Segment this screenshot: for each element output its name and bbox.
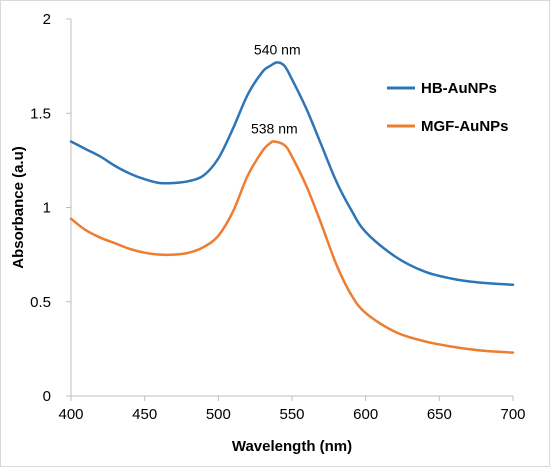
y-tick-label: 2	[43, 11, 51, 28]
series-line-hb-aunps	[69, 61, 515, 287]
x-axis-title: Wavelength (nm)	[232, 438, 352, 455]
y-tick-label: 0.5	[30, 294, 51, 311]
legend: HB-AuNPs MGF-AuNPs	[387, 80, 509, 135]
series-lines	[69, 61, 515, 354]
x-tick-label: 550	[279, 406, 304, 423]
y-tick-label: 1.5	[30, 105, 51, 122]
x-tick-label: 650	[427, 406, 452, 423]
x-tick-label: 450	[132, 406, 157, 423]
peak-annotation: 538 nm	[251, 121, 298, 137]
y-tick-label: 0	[43, 388, 51, 405]
x-tick-label: 500	[206, 406, 231, 423]
x-tick-label: 400	[58, 406, 83, 423]
y-tick-label: 1	[43, 200, 51, 217]
peak-annotation: 540 nm	[254, 41, 301, 57]
legend-label: MGF-AuNPs	[421, 118, 509, 135]
axes: 400 450 500 550 600 650 700 0 0.5 1 1.5 2	[30, 11, 525, 423]
y-axis-title: Absorbance (a.u)	[10, 146, 27, 269]
legend-label: HB-AuNPs	[421, 80, 497, 97]
peak-annotations: 540 nm 538 nm	[251, 41, 301, 136]
x-tick-label: 600	[353, 406, 378, 423]
x-tick-label: 700	[500, 406, 525, 423]
series-line-mgf-aunps	[69, 140, 515, 354]
